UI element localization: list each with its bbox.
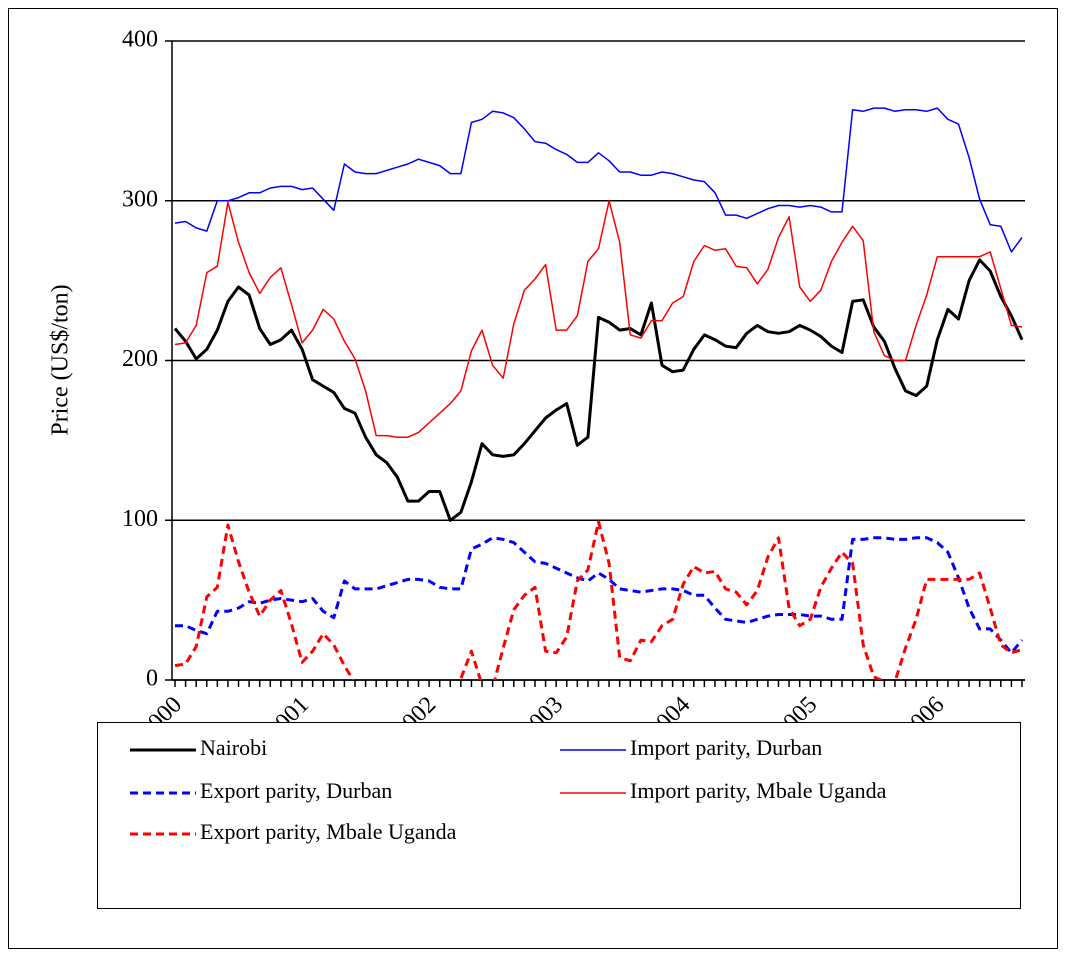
y-tick-label: 400 (122, 27, 158, 53)
legend: Nairobi Import parity, Durban Export parit… (97, 722, 1021, 909)
legend-label: Export parity, Durban (200, 778, 392, 803)
y-tick-label: 300 (122, 186, 158, 212)
y-tick-label: 200 (122, 346, 158, 372)
legend-label: Import parity, Mbale Uganda (630, 778, 887, 803)
legend-label: Import parity, Durban (630, 735, 822, 760)
y-axis-title: Price (US$/ton) (48, 284, 74, 435)
legend-label: Export parity, Mbale Uganda (200, 819, 457, 844)
series-line (174, 200, 1023, 438)
series-line (173, 258, 1024, 522)
y-tick-label: 0 (146, 666, 158, 692)
series-line (174, 107, 1023, 253)
series-line (174, 520, 1023, 680)
legend-label: Nairobi (200, 735, 267, 760)
series-line (175, 536, 1024, 655)
legend-box (97, 722, 1021, 909)
y-tick-label: 100 (122, 506, 158, 532)
